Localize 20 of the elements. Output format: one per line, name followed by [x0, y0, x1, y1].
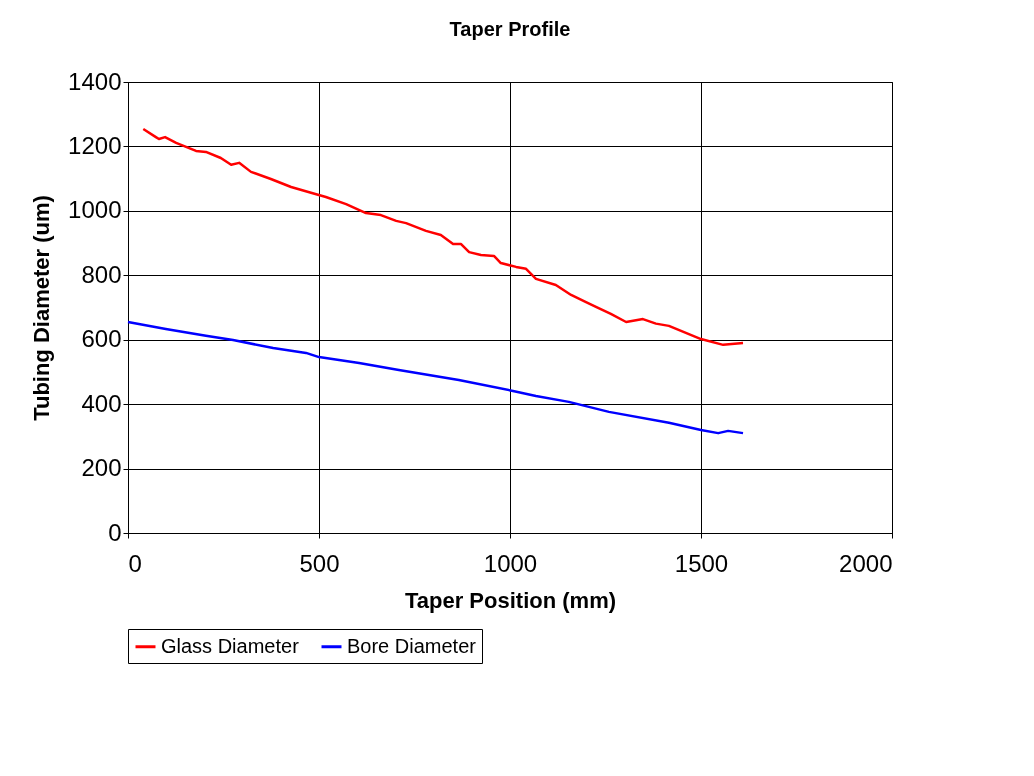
x-tick-label: 1500 [674, 549, 729, 577]
y-tick-label: 400 [81, 389, 122, 417]
y-tick-label: 1000 [68, 196, 122, 224]
y-tick-label: 200 [81, 454, 122, 482]
y-tick-label: 0 [108, 518, 122, 546]
y-tick-label: 800 [81, 260, 122, 288]
line-series [142, 127, 745, 347]
y-tick-label: 1200 [68, 131, 122, 159]
legend-label: Bore Diameter [347, 634, 477, 657]
x-tick-label: 2000 [839, 549, 893, 577]
chart-title: Taper Profile [449, 18, 571, 40]
y-tick-label: 1400 [68, 67, 122, 95]
line-series [126, 320, 745, 435]
y-tick-label: 600 [81, 325, 122, 353]
y-axis-title: Tubing Diameter (um) [29, 195, 55, 421]
x-tick-label: 0 [128, 549, 142, 577]
legend-label: Glass Diameter [161, 634, 300, 657]
x-axis-title: Taper Position (mm) [404, 587, 617, 613]
x-tick-label: 1000 [483, 549, 538, 577]
x-tick-label: 500 [299, 549, 340, 577]
